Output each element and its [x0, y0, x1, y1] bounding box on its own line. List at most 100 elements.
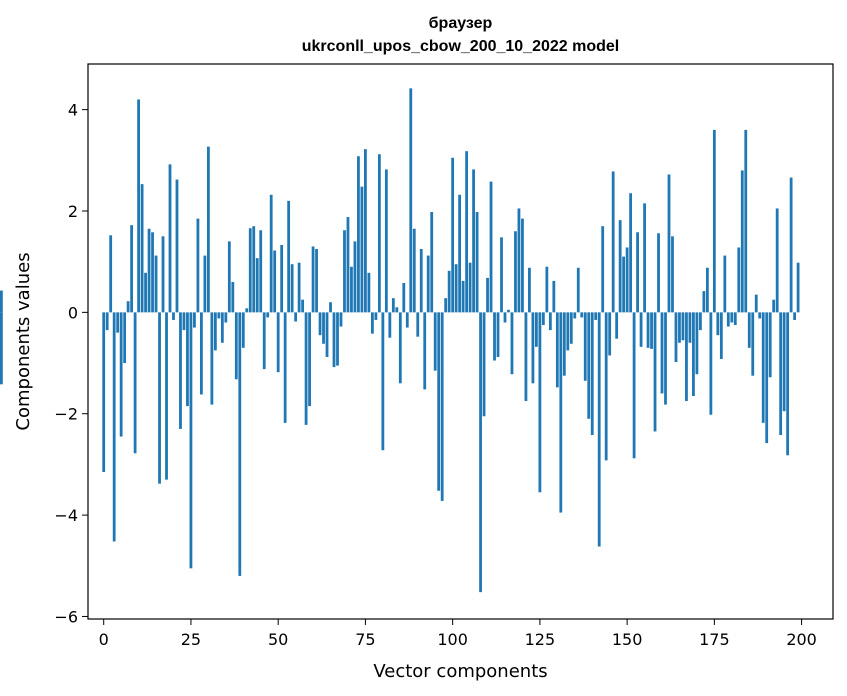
- x-axis-ticks: 0 25 50 75 100 125 150 175 200: [99, 619, 817, 649]
- bar: [168, 164, 172, 313]
- bar: [688, 312, 692, 343]
- bar: [175, 179, 179, 313]
- bar: [224, 312, 228, 323]
- bar: [590, 312, 594, 436]
- bar: [165, 312, 168, 480]
- bar: [388, 312, 392, 338]
- x-tick-label: 50: [268, 630, 288, 649]
- y-axis-label: Components values: [13, 252, 34, 430]
- bar: [510, 312, 514, 375]
- bar: [231, 281, 235, 313]
- bar: [730, 312, 734, 323]
- bar: [521, 218, 524, 313]
- bar: [465, 151, 469, 313]
- bar: [339, 312, 343, 327]
- bar: [643, 203, 646, 313]
- bar: [765, 312, 769, 444]
- bar: [130, 225, 134, 313]
- bar: [245, 308, 249, 313]
- bar: [772, 299, 776, 313]
- bar: [789, 177, 793, 313]
- bar: [0, 312, 3, 385]
- bar: [751, 312, 755, 376]
- bar: [367, 272, 371, 313]
- bar: [636, 232, 639, 313]
- bar: [318, 312, 322, 336]
- bar: [137, 99, 140, 313]
- bar: [311, 246, 315, 313]
- bar: [514, 231, 517, 313]
- bar: [203, 255, 207, 313]
- bar: [454, 264, 458, 313]
- bar: [594, 312, 598, 320]
- bar: [681, 312, 685, 341]
- bar: [650, 312, 653, 349]
- bar: [535, 312, 538, 347]
- bar: [248, 228, 252, 313]
- bar: [105, 312, 109, 331]
- y-axis-ticks: −6 −4 −2 0 2 4: [54, 101, 88, 626]
- bar: [238, 312, 242, 576]
- bar: [391, 298, 395, 313]
- bar: [458, 194, 462, 313]
- bar: [360, 186, 364, 313]
- chart-title-line2: ukrconll_upos_cbow_200_10_2022 model: [302, 38, 619, 55]
- bar: [695, 312, 699, 375]
- bar: [213, 312, 217, 351]
- bar: [283, 312, 287, 423]
- chart-title-line1: браузер: [429, 15, 493, 32]
- bar: [552, 280, 556, 313]
- bar: [109, 235, 113, 313]
- bar: [639, 312, 643, 347]
- bar: [126, 301, 130, 313]
- bar: [395, 307, 399, 313]
- y-tick-label: −2: [54, 405, 78, 424]
- bar: [416, 312, 420, 337]
- bar: [423, 312, 427, 390]
- bar: [716, 312, 720, 336]
- bar: [210, 312, 214, 405]
- bar: [667, 174, 671, 313]
- bar: [545, 266, 549, 313]
- bar: [712, 129, 716, 313]
- bar: [629, 193, 633, 313]
- bar: [116, 312, 120, 333]
- bar: [664, 312, 667, 405]
- bar: [685, 312, 688, 402]
- bar: [409, 88, 413, 313]
- bar: [357, 156, 360, 313]
- bar: [301, 299, 304, 313]
- bar: [374, 312, 378, 320]
- bar: [489, 181, 493, 313]
- bar: [206, 146, 210, 313]
- bar: [500, 237, 503, 313]
- bar: [737, 247, 741, 313]
- bar: [412, 228, 416, 313]
- bar: [353, 241, 357, 313]
- bar: [517, 208, 521, 313]
- bar: [147, 228, 151, 313]
- bar: [315, 249, 318, 313]
- bar: [0, 290, 3, 313]
- bar: [660, 312, 664, 394]
- bar: [444, 298, 448, 313]
- x-tick-label: 200: [786, 630, 817, 649]
- bar: [475, 212, 479, 313]
- bar: [740, 170, 744, 313]
- bar: [433, 312, 437, 371]
- bar: [761, 312, 765, 423]
- bar: [646, 312, 650, 348]
- bar: [548, 312, 552, 331]
- bar: [332, 312, 336, 368]
- bar: [541, 312, 545, 326]
- bar: [343, 230, 346, 313]
- bar: [227, 241, 231, 313]
- bar: [611, 171, 615, 313]
- bar: [566, 312, 570, 351]
- bar: [419, 249, 423, 313]
- bar: [569, 312, 573, 344]
- bar: [768, 312, 772, 378]
- bar: [220, 312, 224, 343]
